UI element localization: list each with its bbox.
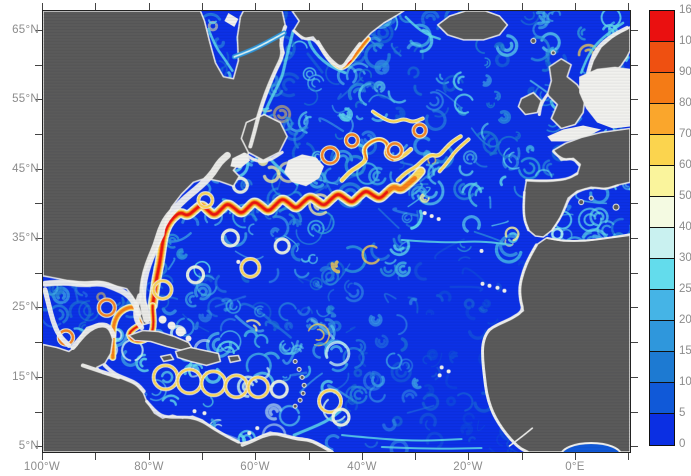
lat-tick-label: 45°N <box>12 163 39 175</box>
lon-major-tick-top <box>468 3 469 10</box>
colorbar-tick-label: 80 <box>679 97 691 109</box>
lon-major-tick-top <box>255 3 256 10</box>
colorbar-cell <box>650 321 674 352</box>
colorbar-cell <box>650 383 674 414</box>
lon-major-tick-top <box>362 3 363 10</box>
lat-major-tick-right <box>631 307 638 308</box>
lat-minor-tick-right <box>631 342 638 343</box>
colorbar-cell <box>650 166 674 197</box>
colorbar-tick-label: 30 <box>679 252 691 264</box>
lat-major-tick-right <box>631 99 638 100</box>
colorbar-cell <box>650 290 674 321</box>
colorbar-tick-label: 60 <box>679 159 691 171</box>
colorbar-cell <box>650 73 674 104</box>
lon-tick-label: 40°W <box>347 461 377 473</box>
lat-major-tick <box>35 169 42 170</box>
colorbar-cell <box>650 42 674 73</box>
colorbar-tick-label: 5 <box>679 407 686 419</box>
colorbar-tick-label: 50 <box>679 190 691 202</box>
lon-major-tick <box>149 453 150 460</box>
lat-minor-tick <box>35 273 42 274</box>
lat-minor-tick-right <box>631 203 638 204</box>
lat-major-tick <box>35 30 42 31</box>
lat-major-tick-right <box>631 169 638 170</box>
lat-minor-tick <box>35 203 42 204</box>
lon-minor-tick <box>415 453 416 460</box>
lon-tick-label: 100°W <box>23 461 61 473</box>
colorbar-cell <box>650 352 674 383</box>
lon-minor-tick-top <box>628 3 629 10</box>
colorbar-tick-label: 15 <box>679 345 691 357</box>
lon-major-tick <box>362 453 363 460</box>
lon-tick-label: 80°W <box>134 461 164 473</box>
lat-major-tick <box>35 99 42 100</box>
lon-minor-tick-top <box>95 3 96 10</box>
lon-minor-tick <box>95 453 96 460</box>
colorbar-cell <box>650 135 674 166</box>
colorbar-tick-label: 70 <box>679 128 691 140</box>
lat-major-tick-right <box>631 446 638 447</box>
lon-tick-label: 0°E <box>565 461 585 473</box>
colorbar-cell <box>650 414 674 445</box>
colorbar <box>649 10 675 446</box>
lat-tick-label: 25°N <box>12 301 39 313</box>
colorbar-tick-label: 25 <box>679 283 691 295</box>
lat-major-tick-right <box>631 377 638 378</box>
lon-major-tick-top <box>575 3 576 10</box>
colorbar-tick-label: 160 <box>679 4 691 16</box>
lat-major-tick-right <box>631 238 638 239</box>
lon-major-tick <box>575 453 576 460</box>
lat-tick-label: 65°N <box>12 24 39 36</box>
colorbar-cell <box>650 259 674 290</box>
lon-major-tick <box>468 453 469 460</box>
lat-minor-tick <box>35 342 42 343</box>
lon-minor-tick-top <box>309 3 310 10</box>
lat-minor-tick-right <box>631 273 638 274</box>
lat-minor-tick <box>35 65 42 66</box>
lon-major-tick <box>42 453 43 460</box>
lat-tick-label: 15°N <box>12 371 39 383</box>
map-canvas <box>42 10 631 453</box>
colorbar-tick-label: 100 <box>679 35 691 47</box>
lat-minor-tick <box>35 412 42 413</box>
lat-major-tick <box>35 377 42 378</box>
lon-minor-tick-top <box>415 3 416 10</box>
lon-minor-tick-top <box>522 3 523 10</box>
colorbar-cell <box>650 228 674 259</box>
lat-tick-label: 55°N <box>12 93 39 105</box>
colorbar-cell <box>650 104 674 135</box>
colorbar-tick-label: 0 <box>679 438 686 450</box>
colorbar-tick-label: 10 <box>679 376 691 388</box>
lon-minor-tick <box>309 453 310 460</box>
colorbar-tick-label: 20 <box>679 314 691 326</box>
lon-major-tick-top <box>42 3 43 10</box>
colorbar-cell <box>650 11 674 42</box>
lon-minor-tick <box>202 453 203 460</box>
lat-minor-tick <box>35 134 42 135</box>
lat-minor-tick-right <box>631 65 638 66</box>
colorbar-cell <box>650 197 674 228</box>
lat-tick-label: 35°N <box>12 232 39 244</box>
lat-major-tick <box>35 238 42 239</box>
lat-major-tick <box>35 307 42 308</box>
lat-major-tick <box>35 446 42 447</box>
lon-major-tick <box>255 453 256 460</box>
colorbar-tick-label: 90 <box>679 66 691 78</box>
lon-tick-label: 20°W <box>453 461 483 473</box>
lon-minor-tick <box>628 453 629 460</box>
lon-minor-tick <box>522 453 523 460</box>
lat-major-tick-right <box>631 30 638 31</box>
lon-minor-tick-top <box>202 3 203 10</box>
colorbar-tick-label: 40 <box>679 221 691 233</box>
lat-tick-label: 5°N <box>18 440 39 452</box>
lon-tick-label: 60°W <box>240 461 270 473</box>
lon-major-tick-top <box>149 3 150 10</box>
lat-minor-tick-right <box>631 134 638 135</box>
lat-minor-tick-right <box>631 412 638 413</box>
